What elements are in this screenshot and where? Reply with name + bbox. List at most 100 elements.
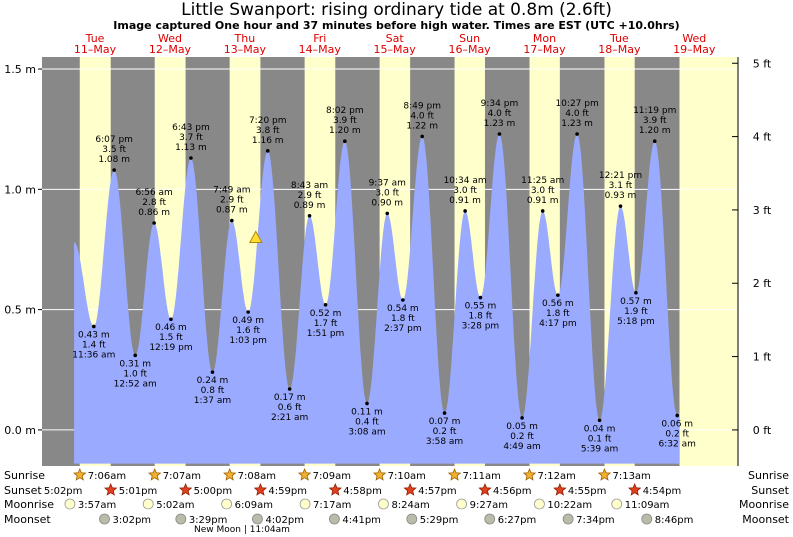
high-tide-point [540, 209, 545, 213]
sunrise-icon [597, 467, 612, 481]
low-tide-time: 5:18 pm [617, 317, 655, 327]
low-tide-time: 3:08 am [348, 427, 385, 437]
y-tick-label-ft: 2 ft [753, 277, 772, 290]
high-tide-ft: 2.9 ft [220, 196, 244, 206]
high-tide-ft: 4.0 ft [565, 109, 589, 119]
moonrise-icon [456, 498, 468, 510]
high-tide-m: 0.86 m [138, 208, 170, 218]
low-tide-point [520, 416, 524, 420]
high-tide-time: 8:43 am [291, 181, 328, 191]
high-tide-point [652, 139, 657, 144]
low-tide-point [365, 401, 369, 406]
sunset-icon [253, 482, 268, 496]
high-tide-point [189, 156, 193, 160]
high-tide-time: 9:34 pm [481, 99, 519, 109]
moonrise-time: 7:17am [313, 500, 351, 511]
moonrise-icon [611, 498, 623, 510]
moonset-time: 7:34pm [576, 515, 615, 526]
low-tide-m: 0.11 m [351, 407, 383, 417]
sunset-time: 4:54pm [643, 486, 682, 497]
high-tide-time: 6:07 pm [95, 135, 133, 145]
low-tide-time: 1:03 pm [229, 336, 267, 346]
low-tide-point [401, 298, 405, 302]
moonset-row-label-right: Moonset [742, 513, 789, 526]
high-tide-m: 1.08 m [98, 155, 130, 165]
moonset-icon [406, 513, 418, 525]
high-tide-time: 7:49 am [213, 186, 250, 196]
day-name: Tue [85, 32, 105, 45]
moonset-time: 6:27pm [498, 515, 537, 526]
day-date: 12–May [149, 43, 192, 56]
high-tide-ft: 3.9 ft [643, 116, 667, 126]
moonrise-time: 5:02am [156, 500, 194, 511]
high-tide-point [463, 209, 467, 213]
y-tick-label-m: 0.5 m [4, 304, 36, 317]
high-tide-time: 6:43 pm [172, 123, 210, 133]
high-tide-time: 11:25 am [521, 176, 564, 186]
high-tide-ft: 2.9 ft [298, 191, 322, 201]
low-tide-time: 1:51 pm [307, 329, 345, 339]
low-tide-m: 0.07 m [429, 417, 461, 427]
low-tide-ft: 1.6 ft [236, 326, 260, 336]
moonset-icon [641, 513, 653, 525]
low-tide-ft: 0.2 ft [510, 432, 534, 442]
low-tide-point [556, 293, 560, 297]
day-name: Sun [459, 32, 480, 45]
high-tide-m: 1.13 m [175, 143, 207, 153]
day-date: 11–May [74, 43, 117, 56]
high-tide-time: 10:27 pm [555, 99, 598, 109]
high-tide-m: 1.23 m [484, 119, 516, 129]
day-name: Wed [158, 32, 182, 45]
moonrise-icon [64, 498, 76, 510]
low-tide-ft: 0.2 ft [433, 427, 457, 437]
moonrise-time: 10:22am [547, 500, 592, 511]
sunset-icon [403, 482, 417, 496]
sunrise-time: 7:13am [612, 471, 650, 482]
sunset-icon [478, 482, 492, 496]
low-tide-ft: 1.8 ft [469, 312, 493, 322]
day-date: 18–May [598, 43, 641, 56]
moonset-time: 4:41pm [342, 515, 381, 526]
y-tick-label-ft: 1 ft [753, 351, 772, 364]
low-tide-m: 0.54 m [387, 304, 419, 314]
low-tide-point [634, 290, 638, 295]
high-tide-m: 0.90 m [371, 198, 403, 208]
high-tide-point [112, 168, 116, 172]
high-tide-time: 8:02 pm [326, 106, 364, 116]
day-name: Thu [234, 32, 256, 45]
y-tick-label-ft: 4 ft [753, 131, 772, 144]
high-tide-m: 0.87 m [216, 206, 248, 216]
low-tide-point [287, 387, 292, 391]
low-tide-m: 0.52 m [310, 309, 342, 319]
low-tide-time: 11:36 am [72, 350, 115, 360]
sunrise-time: 7:11am [463, 471, 501, 482]
low-tide-ft: 1.8 ft [546, 309, 570, 319]
sunset-time: 5:02pm [44, 486, 83, 497]
sunrise-time: 7:09am [313, 471, 351, 482]
sunrise-time: 7:08am [238, 471, 276, 482]
sunrise-icon [73, 467, 87, 481]
low-tide-time: 12:19 pm [149, 343, 192, 353]
sunrise-time: 7:06am [88, 471, 126, 482]
low-tide-point [246, 310, 250, 314]
high-tide-ft: 3.0 ft [375, 188, 399, 198]
low-tide-m: 0.04 m [584, 424, 616, 434]
low-tide-point [323, 303, 328, 307]
moonset-icon [175, 513, 187, 525]
sunset-row-label-right: Sunset [751, 484, 789, 497]
low-tide-m: 0.06 m [661, 419, 693, 429]
moonset-time: 3:02pm [113, 515, 152, 526]
moonset-icon [484, 513, 496, 525]
high-tide-ft: 2.8 ft [142, 198, 166, 208]
low-tide-ft: 1.5 ft [159, 333, 183, 343]
low-tide-time: 3:28 pm [462, 322, 500, 332]
new-moon-label: New Moon | 11:04am [194, 525, 290, 535]
high-tide-ft: 3.5 ft [102, 145, 126, 155]
day-date: 17–May [523, 43, 566, 56]
moonset-icon [252, 513, 263, 525]
moonset-time: 8:46pm [655, 515, 694, 526]
low-tide-point [442, 411, 447, 415]
high-tide-ft: 3.8 ft [256, 126, 280, 136]
low-tide-point [169, 317, 173, 322]
moonset-time: 3:29pm [189, 515, 228, 526]
